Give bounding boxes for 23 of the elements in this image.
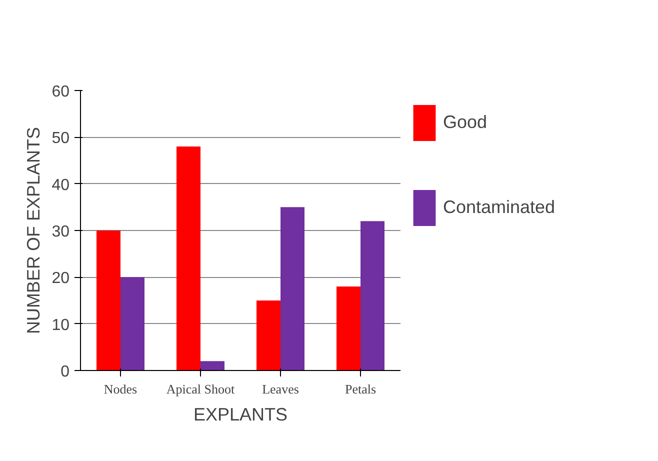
y-tick-label: 60 (52, 84, 70, 100)
legend-label: Contaminated (443, 197, 556, 218)
y-tick-label: 50 (52, 130, 70, 148)
bar (120, 277, 144, 370)
bar (360, 221, 384, 370)
y-tick-label: 20 (52, 270, 70, 288)
bar (96, 230, 120, 370)
x-tick-label: Leaves (262, 382, 299, 396)
bar (176, 146, 200, 370)
bar (256, 300, 280, 370)
x-tick-label: Apical Shoot (166, 382, 236, 396)
y-tick-label: 0 (60, 364, 70, 380)
legend-label: Good (443, 112, 488, 133)
y-axis-title: NUMBER OF EXPLANTS (24, 126, 44, 334)
x-axis-title: EXPLANTS (193, 404, 288, 424)
bar (280, 207, 304, 370)
bar (200, 361, 224, 370)
y-tick-label: 10 (52, 316, 70, 334)
y-tick-label: 40 (52, 176, 70, 194)
bar (336, 286, 360, 370)
x-tick-label: Petals (344, 382, 376, 396)
x-tick-label: Nodes (104, 382, 138, 396)
y-tick-label: 30 (52, 224, 70, 240)
